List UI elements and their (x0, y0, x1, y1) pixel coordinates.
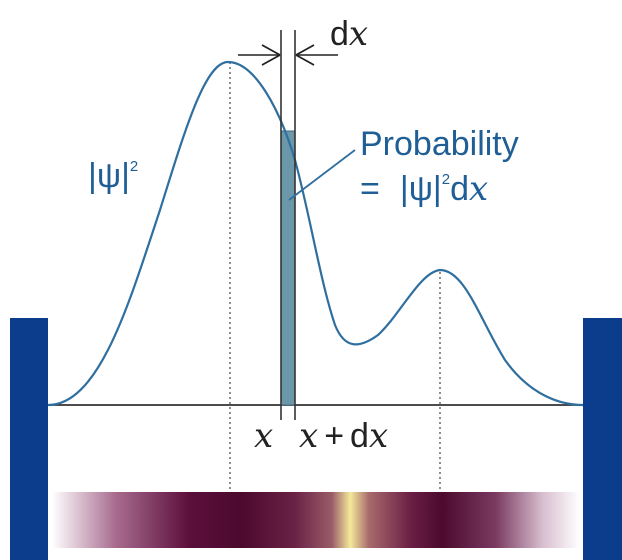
probability-density-color-strip (52, 492, 580, 548)
dx-top-d: d (330, 15, 349, 53)
probability-label: Probability (360, 125, 519, 163)
probability-x: x (469, 169, 488, 209)
dx-left-arrowhead-icon (261, 44, 281, 66)
svg-text:x+dx: x + dx (299, 416, 388, 456)
x-plus-dx-x: x (299, 416, 318, 456)
psi-squared-exponent: 2 (130, 158, 138, 175)
x-label: x (254, 416, 273, 456)
psi-squared-label: |ψ| (88, 157, 130, 195)
probability-d: d (450, 170, 469, 208)
psi-squared-curve (47, 60, 584, 407)
dx-top-x: x (349, 14, 368, 54)
svg-text:|ψ|2: |ψ|2 (88, 157, 138, 195)
left-wall (10, 318, 48, 560)
probability-psi: |ψ| (400, 170, 442, 208)
probability-equals: = (360, 170, 380, 208)
x-plus-dx-plus: + (324, 417, 344, 455)
x-plus-dx-var: x (369, 416, 388, 456)
right-wall (583, 318, 622, 560)
dx-right-arrowhead-icon (295, 44, 315, 66)
probability-psi-exponent: 2 (442, 171, 450, 188)
svg-text:dx: dx (330, 14, 368, 54)
svg-text:=|ψ|2dx: = |ψ|2dx (360, 169, 488, 209)
probability-strip (280, 130, 296, 406)
x-plus-dx-d: d (350, 417, 369, 455)
probability-pointer-line (288, 149, 356, 201)
